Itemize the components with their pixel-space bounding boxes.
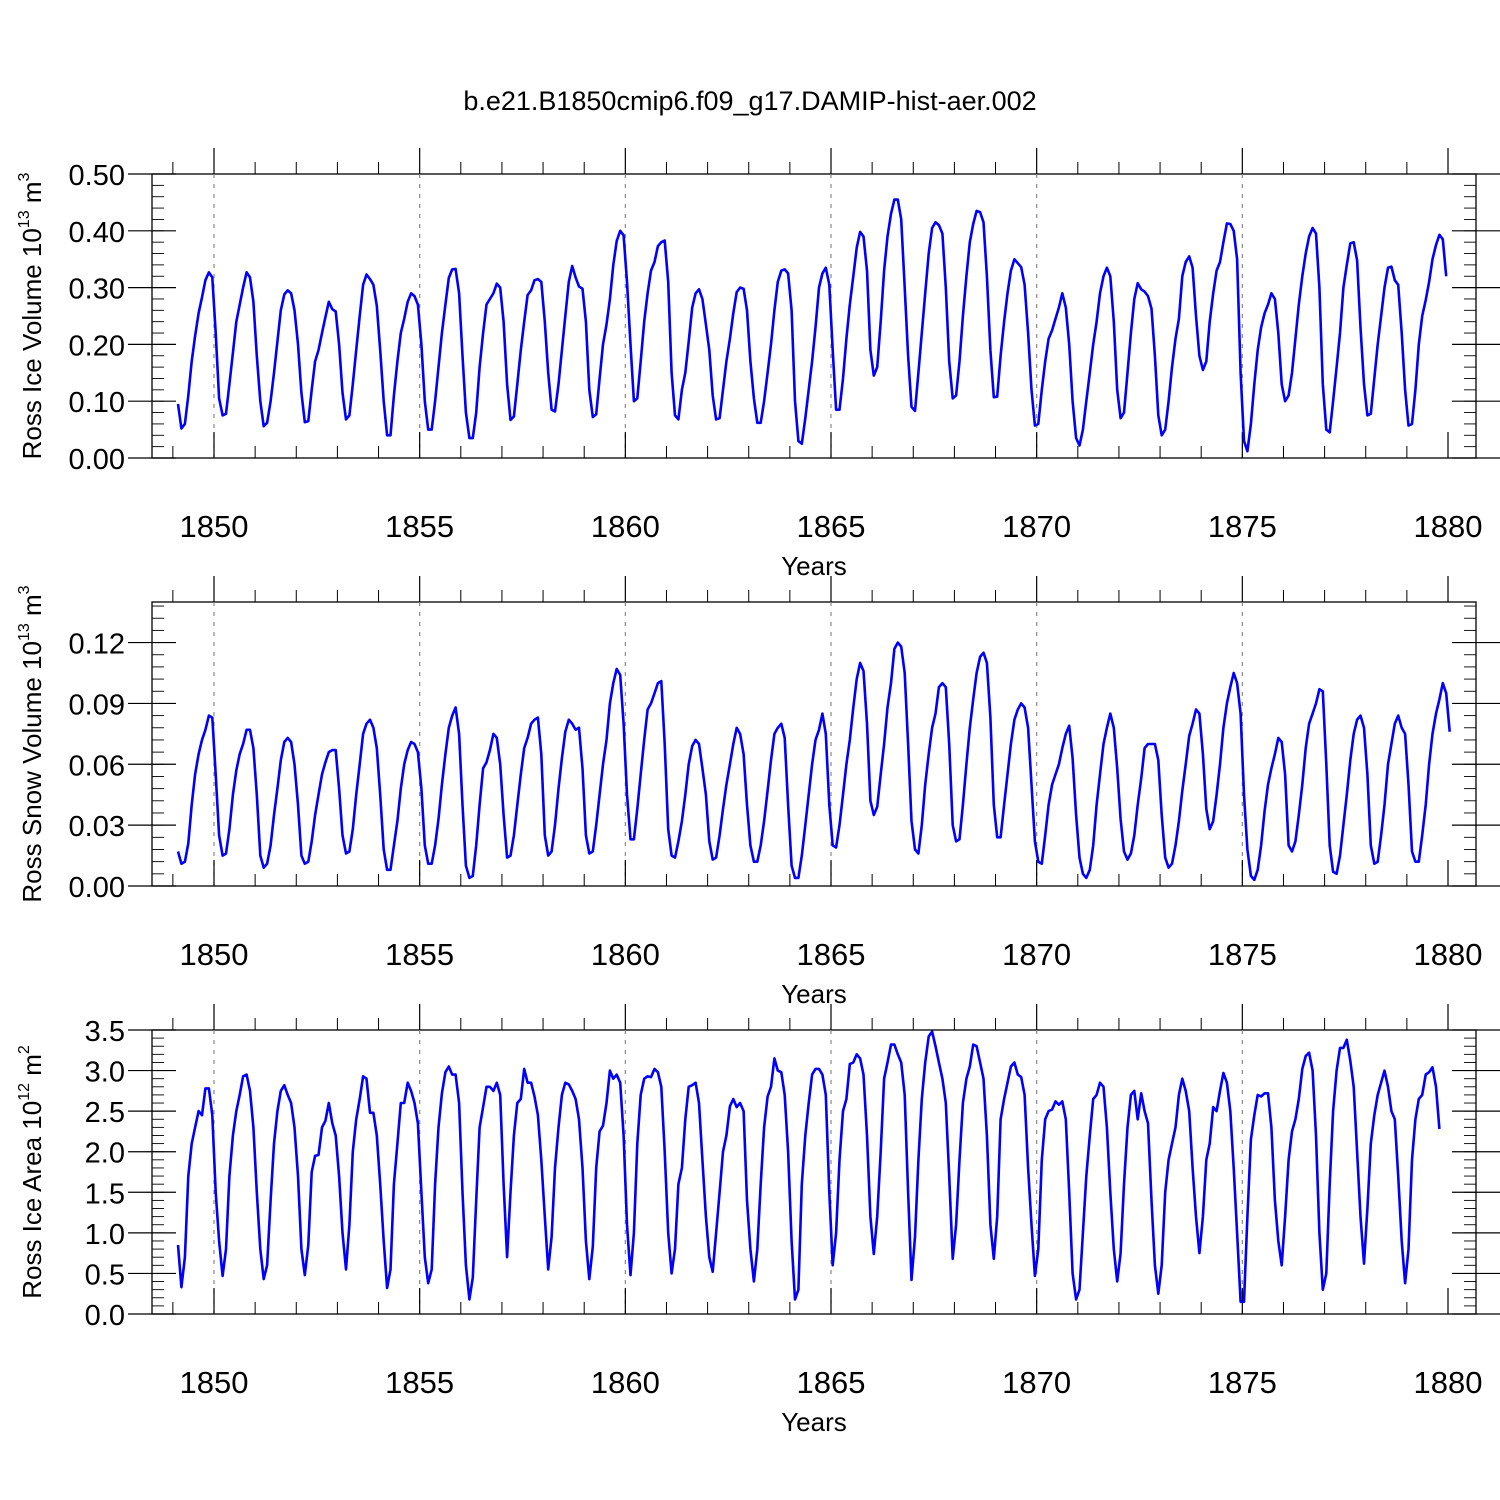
x-tick-label: 1880 [1414, 509, 1483, 544]
x-tick-label: 1870 [1002, 1365, 1071, 1400]
y-axis-title-base: Ross Ice Volume 10 [17, 228, 47, 459]
x-tick-label: 1860 [591, 937, 660, 972]
y-axis-title-exponent: 13 [16, 210, 33, 228]
y-tick-label: 3.5 [85, 1016, 125, 1048]
x-tick-label: 1875 [1208, 1365, 1277, 1400]
y-tick-label: 0.00 [69, 444, 125, 476]
y-axis-title-unit-exponent: 3 [16, 172, 33, 181]
y-axis-title: Ross Ice Area 1012 m2 [16, 1045, 47, 1299]
y-tick-label: 0.30 [69, 274, 125, 306]
y-tick-label: 0.10 [69, 387, 125, 419]
y-tick-label: 0.0 [85, 1300, 125, 1332]
y-tick-label: 2.0 [85, 1138, 125, 1170]
y-tick-label: 0.09 [69, 689, 125, 721]
x-tick-label: 1865 [797, 1365, 866, 1400]
chart-panel-1: 1850 1855 1860 1865 1870 1875 1880 0.00 0.10 0.20… [16, 148, 1500, 581]
panels: 1850 1855 1860 1865 1870 1875 1880 0.00 0.10 0.20… [16, 148, 1500, 1437]
x-tick-label: 1855 [385, 1365, 454, 1400]
y-tick-label: 0.12 [69, 629, 125, 661]
chart-panel-3: 1850 1855 1860 1865 1870 1875 1880 0.0 0.5 1.0 1.5… [16, 1004, 1500, 1437]
y-tick-label: 0.00 [69, 872, 125, 904]
y-tick-label: 1.5 [85, 1178, 125, 1210]
series-line [176, 641, 1451, 882]
y-tick-label: 0.5 [85, 1259, 125, 1291]
x-tick-label: 1865 [797, 937, 866, 972]
x-axis-title: Years [781, 551, 847, 581]
y-axis-title-base: Ross Ice Area 10 [17, 1101, 47, 1299]
x-tick-label: 1875 [1208, 937, 1277, 972]
plot-frame [151, 601, 1477, 887]
x-tick-label: 1870 [1002, 937, 1071, 972]
x-tick-label: 1850 [180, 937, 249, 972]
x-tick-label: 1870 [1002, 509, 1071, 544]
x-axis-title: Years [781, 979, 847, 1009]
y-tick-label: 0.20 [69, 330, 125, 362]
x-tick-label: 1860 [591, 1365, 660, 1400]
y-tick-label: 0.40 [69, 217, 125, 249]
y-axis-title-unit: m [17, 594, 47, 623]
y-axis-title: Ross Ice Volume 1013 m3 [16, 172, 47, 459]
y-axis-title-unit-exponent: 3 [16, 585, 33, 594]
series-line [176, 1030, 1441, 1304]
series-line [176, 198, 1448, 453]
y-tick-label: 3.0 [85, 1057, 125, 1089]
chart-panel-2: 1850 1855 1860 1865 1870 1875 1880 0.00 0.03 0.06… [16, 576, 1500, 1009]
y-axis-title-base: Ross Snow Volume 10 [17, 641, 47, 903]
y-tick-label: 1.0 [85, 1219, 125, 1251]
x-tick-label: 1880 [1414, 937, 1483, 972]
y-axis-title-exponent: 13 [16, 623, 33, 641]
y-tick-label: 0.06 [69, 750, 125, 782]
x-tick-label: 1850 [180, 1365, 249, 1400]
y-tick-label: 0.03 [69, 811, 125, 843]
y-axis-title-unit: m [17, 181, 47, 210]
y-axis-title-exponent: 12 [16, 1083, 33, 1101]
x-tick-label: 1850 [180, 509, 249, 544]
x-tick-label: 1875 [1208, 509, 1277, 544]
x-tick-label: 1880 [1414, 1365, 1483, 1400]
x-tick-label: 1855 [385, 937, 454, 972]
y-tick-label: 0.50 [69, 160, 125, 192]
plot-frame [151, 1029, 1477, 1315]
y-axis-title-unit: m [17, 1054, 47, 1083]
figure-title: b.e21.B1850cmip6.f09_g17.DAMIP-hist-aer.… [463, 86, 1036, 116]
y-tick-label: 2.5 [85, 1097, 125, 1129]
x-tick-label: 1860 [591, 509, 660, 544]
x-axis-title: Years [781, 1407, 847, 1437]
y-axis-title-unit-exponent: 2 [16, 1045, 33, 1054]
plot-frame [151, 173, 1477, 459]
y-axis-title: Ross Snow Volume 1013 m3 [16, 585, 47, 902]
x-tick-label: 1865 [797, 509, 866, 544]
x-tick-label: 1855 [385, 509, 454, 544]
